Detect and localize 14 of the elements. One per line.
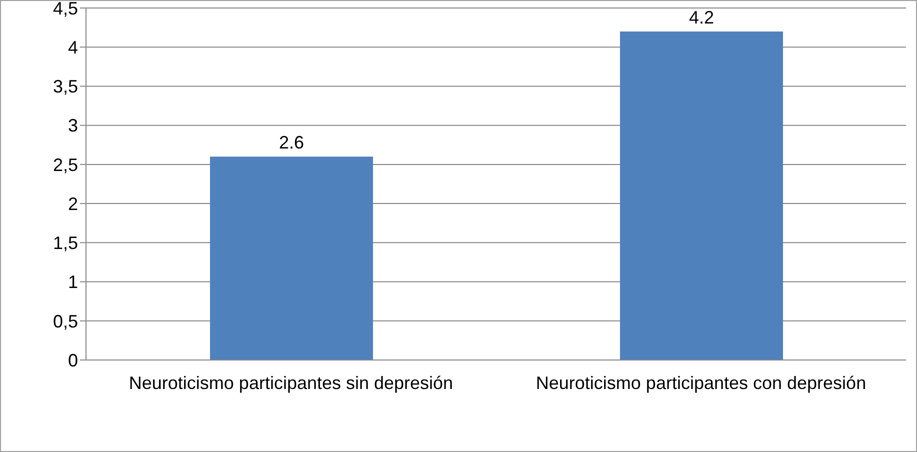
x-tick-label: Neuroticismo participantes con depresión [536, 372, 866, 393]
y-tick-label: 2 [68, 194, 78, 214]
y-tick-label: 2,5 [52, 154, 78, 175]
y-tick-label: 1,5 [52, 233, 78, 254]
y-tick-label: 1 [68, 272, 78, 292]
y-tick-label: 0 [68, 350, 78, 370]
y-tick-label: 0,5 [52, 311, 78, 332]
y-tick-label: 3 [68, 116, 78, 136]
y-tick-label: 3,5 [52, 76, 78, 97]
x-tick-label: Neuroticismo participantes sin depresión [128, 372, 454, 393]
data-label: 2.6 [278, 132, 304, 153]
y-tick-label: 4,5 [52, 0, 78, 18]
data-label: 4.2 [688, 7, 714, 28]
y-tick-label: 4 [68, 38, 78, 58]
